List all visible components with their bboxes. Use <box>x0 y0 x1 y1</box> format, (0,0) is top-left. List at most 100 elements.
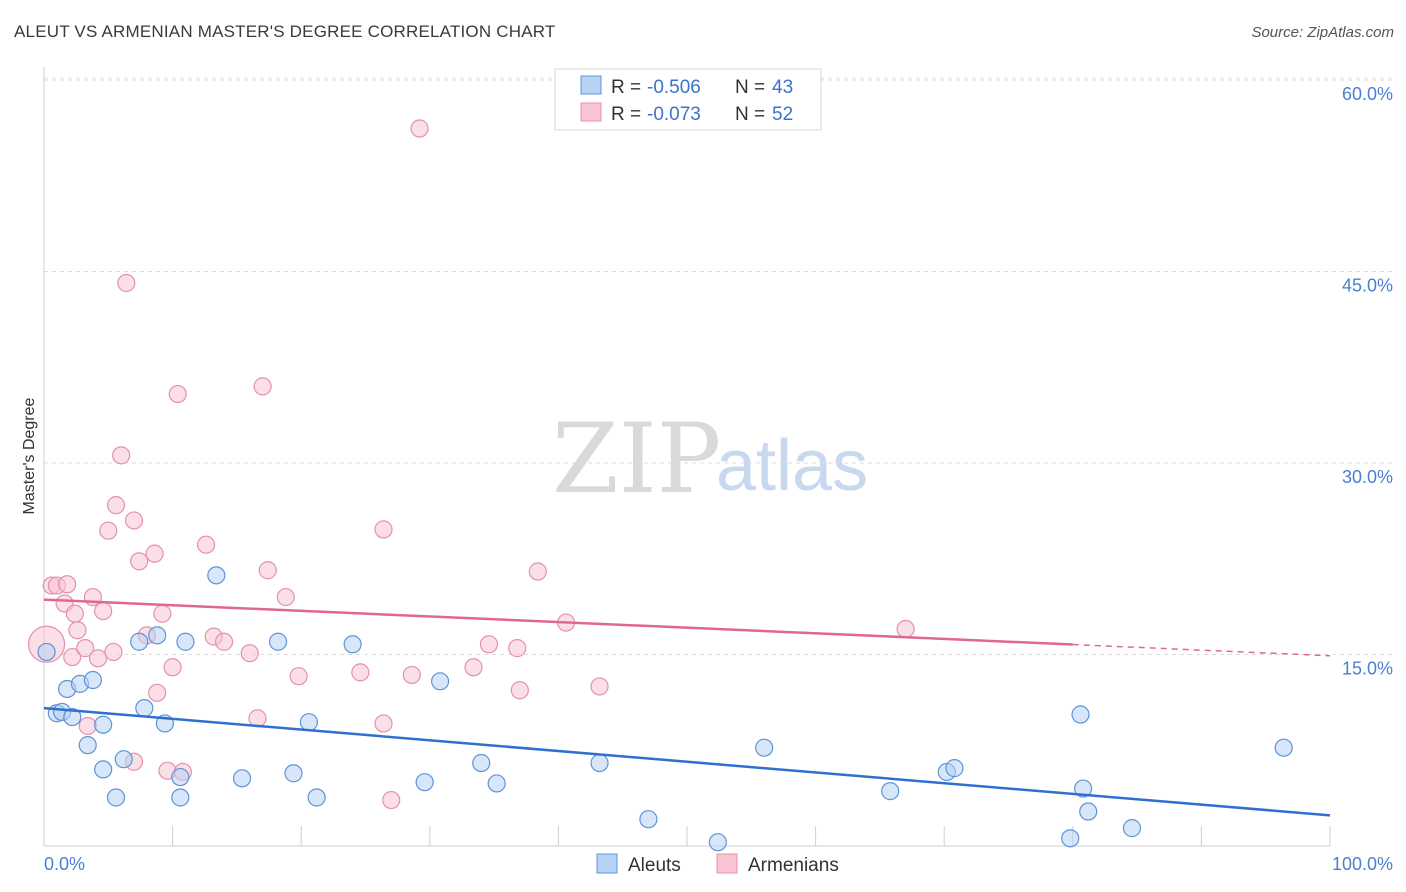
legend-r-value-2: -0.073 <box>647 104 701 125</box>
data-points <box>27 119 1293 852</box>
armenian-point <box>510 681 529 700</box>
legend-r-label-2: R = <box>611 104 641 125</box>
armenian-point <box>68 621 87 640</box>
aleut-point <box>299 713 319 732</box>
trend-line-armenians <box>43 598 1073 646</box>
aleut-point <box>343 635 362 654</box>
aleut-point <box>135 699 154 718</box>
aleut-point <box>881 782 900 801</box>
armenian-point <box>374 714 393 733</box>
aleut-point <box>1061 829 1080 848</box>
trend-lines <box>43 598 1331 817</box>
armenian-point <box>65 604 84 623</box>
aleut-point <box>63 707 82 727</box>
aleut-point <box>171 767 190 787</box>
aleut-point <box>1274 738 1293 757</box>
legend-r-value-1: -0.506 <box>647 77 701 98</box>
aleut-point <box>430 672 450 691</box>
armenian-point <box>464 658 483 677</box>
armenian-point <box>104 642 123 662</box>
armenian-point <box>253 377 272 396</box>
aleut-point <box>232 769 252 788</box>
armenian-point <box>402 665 421 685</box>
x-tick-label-min: 0.0% <box>44 854 85 874</box>
aleut-point <box>176 632 195 651</box>
armenian-point <box>130 552 149 571</box>
x-tick-label-max: 100.0% <box>1332 854 1393 874</box>
armenian-point <box>99 521 118 540</box>
chart-title: ALEUT VS ARMENIAN MASTER'S DEGREE CORREL… <box>14 22 556 41</box>
armenian-point <box>148 683 167 702</box>
source-label: Source: ZipAtlas.com <box>1251 24 1394 41</box>
aleut-point <box>472 753 491 773</box>
legend-swatch-aleuts <box>580 75 602 95</box>
aleut-point <box>639 810 658 829</box>
aleut-point <box>130 632 149 651</box>
armenian-point <box>112 446 131 465</box>
armenian-point <box>479 635 499 654</box>
armenian-point <box>351 663 370 682</box>
aleut-point <box>114 750 133 769</box>
aleut-point <box>171 788 190 807</box>
y-tick-label: 15.0% <box>1342 659 1393 679</box>
armenian-point <box>196 535 216 554</box>
armenian-point <box>163 658 182 677</box>
legend-n-label-2: N = <box>735 104 765 125</box>
armenian-point <box>214 632 234 651</box>
watermark-atlas: atlas <box>716 426 868 506</box>
armenian-point <box>374 520 393 539</box>
armenian-point <box>78 716 97 736</box>
aleut-point <box>755 738 774 757</box>
aleut-point <box>148 626 167 645</box>
armenian-point <box>896 619 915 639</box>
bottom-legend-aleuts: Aleuts <box>628 855 681 876</box>
legend-n-value-2: 52 <box>772 104 793 125</box>
aleut-point <box>207 566 226 585</box>
y-tick-labels: 15.0% 30.0% 45.0% 60.0% <box>1342 84 1393 679</box>
correlation-legend: R = -0.506 N = 43 R = -0.073 N = 52 <box>554 68 822 131</box>
aleut-point <box>1122 819 1142 838</box>
armenian-point <box>88 649 108 668</box>
aleut-point <box>106 788 126 807</box>
legend-swatch-armenians <box>580 102 602 122</box>
x-ticks <box>43 826 1331 846</box>
armenian-point <box>382 790 401 810</box>
legend-n-label-1: N = <box>735 77 765 98</box>
armenian-point <box>240 644 259 663</box>
armenian-point <box>590 677 609 696</box>
trend-line-aleuts <box>43 706 1331 817</box>
aleut-point <box>415 773 434 792</box>
series-legend: Aleuts Armenians <box>596 853 839 876</box>
grid-lines <box>44 77 1393 655</box>
y-tick-label: 45.0% <box>1342 276 1393 296</box>
y-tick-label: 30.0% <box>1342 467 1393 487</box>
armenian-point <box>117 273 136 293</box>
armenian-point <box>153 604 172 623</box>
armenian-point <box>76 639 95 658</box>
bottom-legend-swatch-armenians <box>716 853 738 874</box>
armenian-point <box>528 562 547 581</box>
armenian-point <box>410 119 429 138</box>
aleut-point <box>1079 802 1098 821</box>
aleut-point <box>37 642 56 662</box>
armenian-point <box>145 544 164 563</box>
legend-r-label-1: R = <box>611 77 641 98</box>
armenian-point <box>289 667 308 686</box>
armenian-point <box>63 647 82 667</box>
aleut-point <box>487 774 506 793</box>
armenian-point <box>106 496 126 515</box>
trend-line-extension-armenians <box>1072 643 1331 657</box>
armenian-point <box>58 575 77 594</box>
aleut-point <box>284 764 303 783</box>
legend-n-value-1: 43 <box>772 77 793 98</box>
armenian-point <box>94 601 113 621</box>
aleut-point <box>94 715 113 734</box>
aleut-point <box>590 753 609 773</box>
armenian-point <box>124 511 144 530</box>
armenian-point <box>276 587 295 607</box>
watermark-zip: ZIP <box>552 403 721 515</box>
armenian-point <box>508 639 527 658</box>
aleut-point <box>268 632 288 651</box>
y-tick-label: 60.0% <box>1342 84 1393 104</box>
